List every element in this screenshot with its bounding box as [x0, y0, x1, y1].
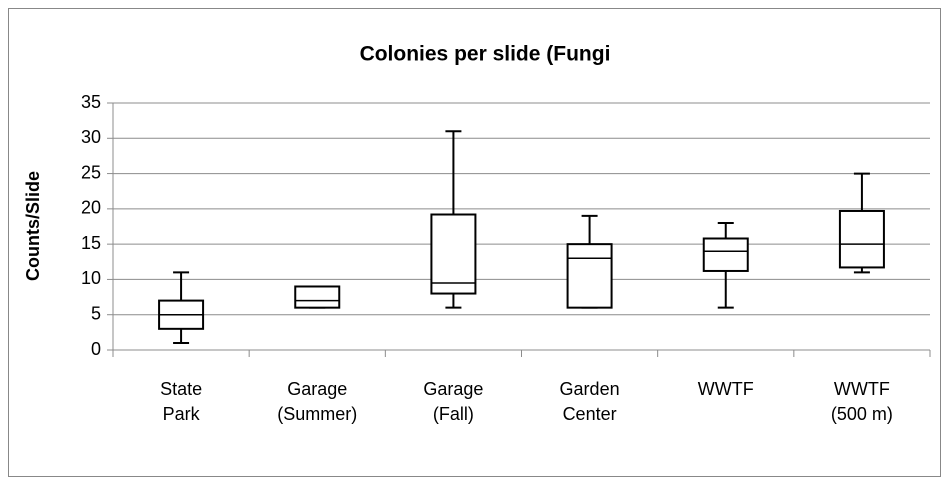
x-tick-label: Garage: [287, 379, 347, 399]
x-tick-label: (Summer): [277, 404, 357, 424]
y-tick-label: 30: [81, 127, 101, 147]
box: [294, 285, 341, 309]
y-tick-label: 10: [81, 268, 101, 288]
x-tick-label: Park: [163, 404, 201, 424]
y-axis-label: Counts/Slide: [23, 171, 43, 281]
x-tick-label: Garden: [560, 379, 620, 399]
x-tick-label: (Fall): [433, 404, 474, 424]
box: [838, 209, 885, 269]
y-tick-label: 15: [81, 233, 101, 253]
y-tick-label: 35: [81, 92, 101, 112]
box: [430, 213, 477, 295]
x-tick-label: State: [160, 379, 202, 399]
x-tick-label: Garage: [423, 379, 483, 399]
x-tick-label: (500 m): [831, 404, 893, 424]
x-tick-label: WWTF: [698, 379, 754, 399]
y-tick-label: 0: [91, 339, 101, 359]
x-tick-label: Center: [563, 404, 617, 424]
y-tick-label: 5: [91, 303, 101, 323]
y-tick-label: 20: [81, 198, 101, 218]
chart-title: Colonies per slide (Fungi: [360, 43, 611, 66]
x-tick-label: WWTF: [834, 379, 890, 399]
y-tick-label: 25: [81, 162, 101, 182]
box: [566, 243, 613, 309]
box: [702, 237, 749, 272]
